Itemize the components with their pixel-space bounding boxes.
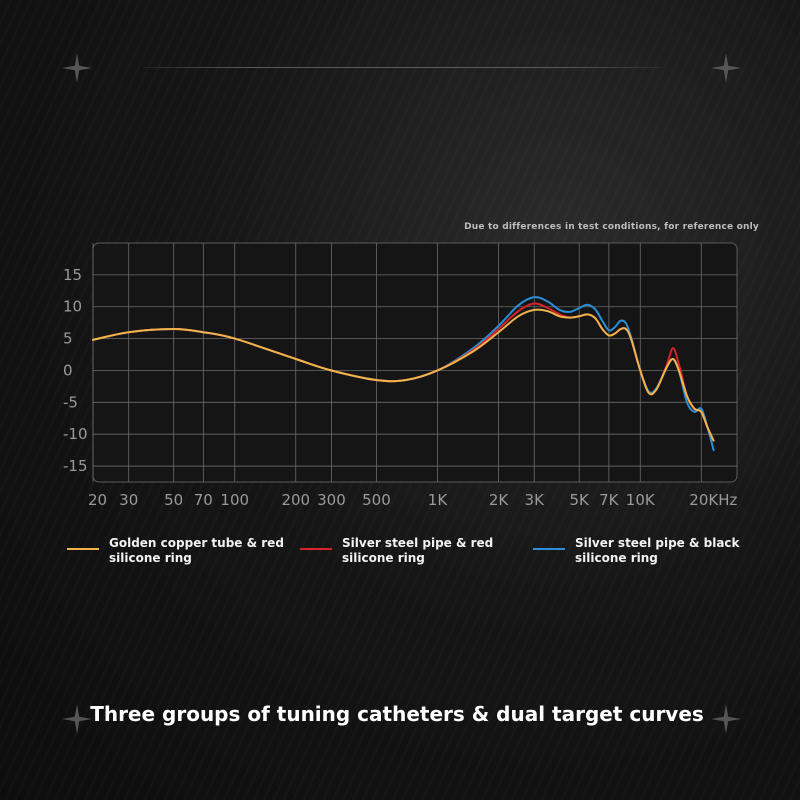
y-tick-label: -15 — [63, 457, 88, 475]
y-tick-label: 15 — [63, 266, 82, 284]
x-tick-label: 5K — [570, 491, 591, 509]
y-tick-label: -10 — [63, 425, 88, 443]
legend-swatch — [300, 548, 332, 550]
x-tick-label: 200 — [281, 491, 310, 509]
x-tick-label: 20KHz — [689, 491, 737, 509]
y-tick-label: -5 — [63, 393, 78, 411]
series-lines — [92, 296, 715, 452]
reference-note: Due to differences in test conditions, f… — [464, 222, 759, 232]
x-axis-labels: 20 30 50 70 100 200 300 500 1K 2K 3K 5K 7K 10K 20KHz — [88, 491, 737, 509]
sparkle-icon — [711, 704, 741, 734]
x-tick-label: 10K — [626, 491, 656, 509]
legend-item-red: Silver steel pipe & red silicone ring — [300, 536, 522, 566]
top-divider — [143, 67, 661, 68]
x-tick-label: 1K — [428, 491, 449, 509]
x-tick-label: 300 — [317, 491, 346, 509]
x-tick-label: 500 — [362, 491, 391, 509]
x-tick-label: 50 — [164, 491, 183, 509]
y-tick-label: 0 — [63, 361, 73, 379]
x-tick-label: 2K — [489, 491, 510, 509]
legend-item-golden: Golden copper tube & red silicone ring — [67, 536, 289, 566]
series-line-golden — [92, 308, 715, 442]
legend-label: Silver steel pipe & black silicone ring — [575, 536, 740, 565]
sparkle-icon — [62, 704, 92, 734]
x-tick-label: 7K — [599, 491, 620, 509]
legend-label: Silver steel pipe & red silicone ring — [342, 536, 494, 565]
y-tick-label: 10 — [63, 298, 82, 316]
grid-lines — [92, 243, 737, 482]
legend-item-blue: Silver steel pipe & black silicone ring — [533, 536, 755, 566]
legend-label: Golden copper tube & red silicone ring — [109, 536, 284, 565]
sparkle-icon — [62, 53, 92, 83]
x-tick-label: 70 — [194, 491, 213, 509]
sparkle-icon — [711, 53, 741, 83]
headline: Three groups of tuning catheters & dual … — [90, 702, 704, 726]
x-tick-label: 30 — [119, 491, 138, 509]
x-tick-label: 100 — [220, 491, 249, 509]
legend-swatch — [67, 548, 99, 550]
y-axis-labels: 15 10 5 0 -5 -10 -15 — [63, 266, 88, 475]
y-tick-label: 5 — [63, 330, 73, 348]
x-tick-label: 3K — [525, 491, 546, 509]
x-tick-label: 20 — [88, 491, 107, 509]
legend-swatch — [533, 548, 565, 550]
